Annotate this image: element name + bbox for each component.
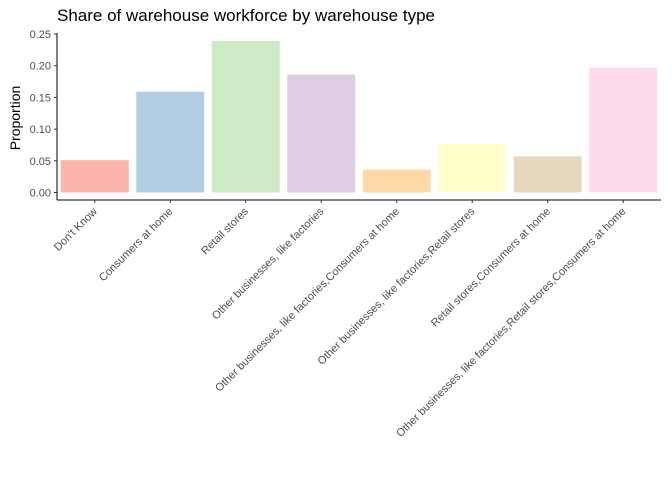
y-ticks: 0.00 0.05 0.10 0.15 0.20 0.25	[30, 29, 57, 200]
y-tick-label: 0.00	[30, 188, 51, 200]
y-tick-label: 0.05	[30, 156, 51, 168]
bars-group	[60, 40, 658, 193]
y-tick-label: 0.15	[30, 92, 51, 104]
x-tick-label: Other businesses, like factories,Retail …	[315, 205, 477, 367]
bar	[60, 160, 129, 193]
y-tick-label: 0.25	[30, 29, 51, 41]
y-tick-label: 0.20	[30, 61, 51, 73]
chart-title: Share of warehouse workforce by warehous…	[57, 6, 435, 25]
y-axis-title: Proportion	[7, 86, 23, 151]
bar	[287, 74, 356, 193]
x-tick-label: Retail stores,Consumers at home	[429, 206, 553, 330]
bar	[211, 40, 280, 193]
x-tick-label: Consumers at home	[97, 206, 176, 285]
bar	[438, 143, 507, 193]
bar	[136, 91, 205, 193]
bar	[589, 67, 658, 193]
x-tick-label: Retail stores	[199, 205, 251, 257]
bar	[513, 156, 582, 193]
x-tick-label: Don't Know	[52, 206, 100, 254]
y-tick-label: 0.10	[30, 124, 51, 136]
bar	[362, 169, 431, 193]
